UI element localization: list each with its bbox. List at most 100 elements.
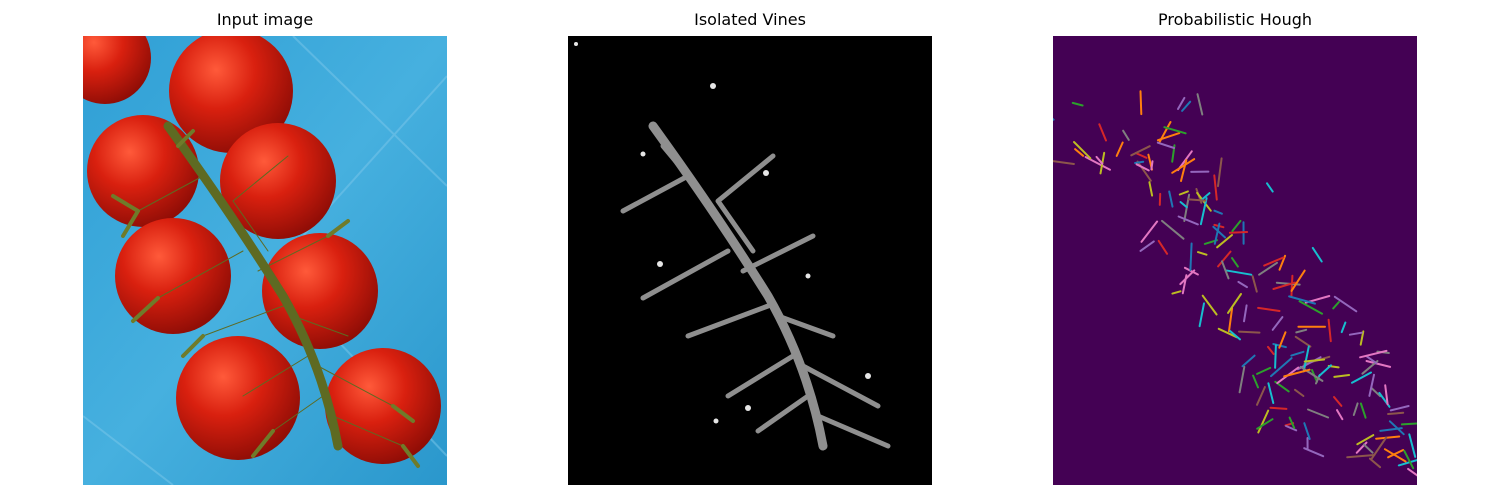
hough-segment	[1201, 192, 1211, 201]
hough-segment	[1122, 129, 1130, 141]
panel-title-isolated-vines: Isolated Vines	[694, 10, 806, 29]
hough-segment	[1307, 408, 1330, 419]
hough-segment	[1269, 406, 1288, 410]
hough-segment	[1135, 163, 1150, 172]
hough-segment	[1407, 467, 1417, 477]
mask-speckles	[574, 42, 871, 424]
hough-segment	[1227, 293, 1242, 314]
hough-segment	[1283, 368, 1311, 378]
hough-segment	[1197, 251, 1208, 256]
panel-title-probabilistic-hough: Probabilistic Hough	[1157, 10, 1313, 29]
hough-segment	[1095, 155, 1104, 165]
hough-segment	[1352, 402, 1359, 416]
hough-segment	[1333, 374, 1351, 378]
hough-segment	[1384, 384, 1389, 406]
hough-segment	[1237, 280, 1248, 289]
hough-segment	[1189, 242, 1193, 271]
hough-segment	[1370, 436, 1388, 461]
hough-segment	[1073, 141, 1092, 160]
hough-segment	[1359, 330, 1365, 346]
hough-segment	[1181, 100, 1192, 112]
hough-segment	[1272, 281, 1296, 290]
hough-segment	[1171, 158, 1196, 174]
hough-segment	[1148, 181, 1154, 197]
hough-segment	[1183, 266, 1199, 276]
hough-segment	[1213, 209, 1223, 215]
hough-segment	[1053, 160, 1075, 165]
hough-segment	[1217, 327, 1238, 339]
hough-segment	[1267, 345, 1275, 355]
hough-segment	[1267, 382, 1275, 404]
hough-segment	[1370, 386, 1382, 398]
hough-segment	[1346, 454, 1376, 459]
hough-segment	[1285, 425, 1298, 432]
hough-segment	[1136, 160, 1152, 182]
hough-segment	[1303, 358, 1326, 363]
vine-mask	[568, 36, 932, 485]
hough-segment	[1177, 215, 1199, 226]
hough-segment	[1201, 294, 1218, 316]
hough-background	[1053, 36, 1417, 485]
hough-segment	[1213, 222, 1221, 245]
hough-segment	[1348, 331, 1363, 336]
hough-segment	[1257, 409, 1270, 434]
hough-segment	[1368, 373, 1375, 397]
hough-segment	[1333, 295, 1358, 313]
hough-segment	[1199, 197, 1208, 226]
hough-segment	[1274, 344, 1277, 369]
hough-segment	[1179, 269, 1196, 286]
hough-segment	[1221, 260, 1230, 280]
hough-segment	[1180, 159, 1188, 182]
hough-segment	[1295, 328, 1308, 334]
hough-segment	[1290, 274, 1294, 298]
hough-segment	[1163, 126, 1187, 135]
hough-segment	[1256, 366, 1272, 375]
hough-segment	[1198, 302, 1205, 328]
panel-title-input-image: Input image	[216, 10, 314, 29]
hough-segment	[1179, 201, 1188, 209]
hough-segment	[1340, 321, 1347, 334]
hough-segment	[1351, 371, 1372, 384]
probabilistic-hough-image	[1053, 36, 1417, 485]
hough-segment	[1298, 300, 1324, 315]
hough-segment	[1216, 234, 1233, 249]
vine	[137, 121, 404, 451]
hough-segment	[1098, 123, 1107, 142]
input-image	[83, 36, 447, 485]
hough-segment	[1311, 246, 1323, 263]
hough-segment	[1171, 290, 1182, 295]
hough-segment	[1130, 145, 1151, 157]
hough-segment	[1397, 458, 1417, 467]
hough-segment	[1294, 335, 1312, 348]
hough-segment	[1387, 449, 1405, 459]
hough-segment	[1266, 182, 1274, 193]
hough-segment	[1356, 434, 1375, 446]
hough-segment	[1403, 449, 1415, 470]
hough-segment	[1238, 366, 1246, 394]
hough-segment	[1389, 405, 1410, 412]
hough-segment	[1241, 354, 1256, 368]
hough-segment	[1408, 433, 1417, 458]
hough-segment	[1168, 190, 1174, 208]
hough-segment	[1263, 256, 1285, 267]
hough-segment	[1270, 357, 1293, 378]
hough-segment	[1134, 160, 1145, 164]
hough-segment	[1387, 411, 1405, 415]
hough-segment	[1388, 420, 1405, 436]
hough-segment	[1290, 269, 1306, 292]
hough-segment	[1252, 374, 1259, 389]
hough-segment	[1231, 219, 1242, 232]
hough-segment	[1278, 331, 1287, 349]
hough-segment	[1074, 148, 1085, 157]
hough-segment	[1187, 198, 1207, 202]
hough-segment	[1383, 448, 1407, 463]
hough-segment	[1336, 409, 1344, 421]
hough-segment	[1243, 304, 1248, 323]
hough-segment	[1157, 239, 1169, 255]
hough-segment	[1156, 141, 1176, 149]
hough-segment	[1303, 422, 1311, 440]
hough-segment	[1217, 250, 1232, 268]
hough-segment	[1400, 422, 1417, 426]
hough-segment	[1365, 354, 1378, 365]
hough-segment	[1359, 349, 1388, 359]
